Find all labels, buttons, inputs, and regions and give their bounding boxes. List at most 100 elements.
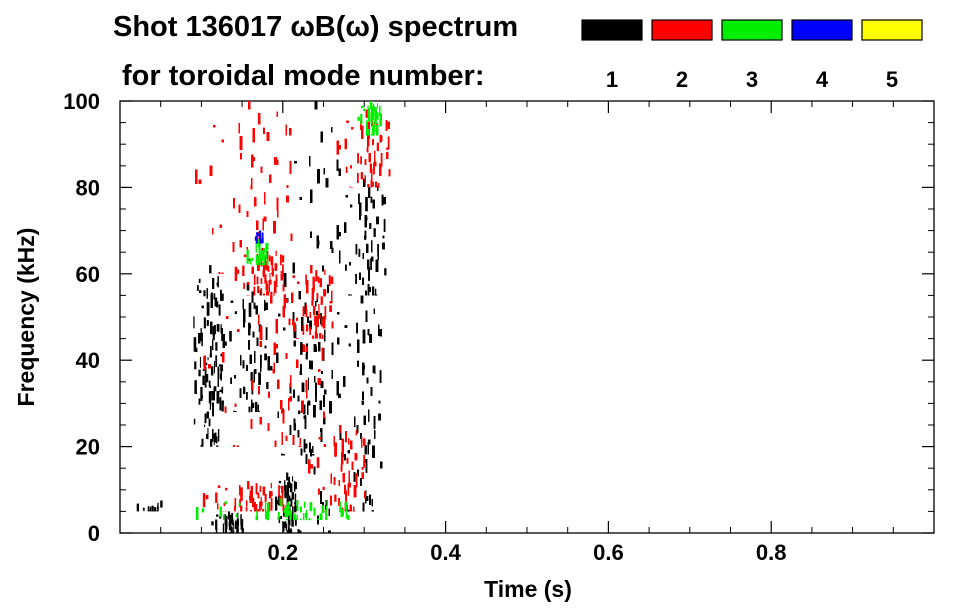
spectrum-mark-mode-2 <box>285 298 288 303</box>
spectrum-mark-mode-1 <box>363 365 365 370</box>
spectrum-mark-mode-2 <box>259 326 263 340</box>
spectrum-mark-mode-2 <box>281 432 283 445</box>
spectrum-mark-mode-2 <box>265 280 268 290</box>
spectrum-mark-mode-1 <box>350 204 353 208</box>
spectrum-mark-mode-1 <box>214 325 216 335</box>
legend-swatch-3 <box>721 19 783 41</box>
spectrum-mark-mode-2 <box>277 208 279 218</box>
spectrum-mark-mode-1 <box>243 321 245 328</box>
spectrum-mark-mode-1 <box>198 278 201 283</box>
spectrum-mark-mode-2 <box>374 150 376 163</box>
spectrum-mark-mode-1 <box>153 507 157 512</box>
spectrum-mark-mode-1 <box>293 418 296 425</box>
spectrum-mark-mode-1 <box>320 131 323 143</box>
spectrum-mark-mode-1 <box>246 392 248 400</box>
spectrum-mark-mode-2 <box>271 268 274 277</box>
spectrum-mark-mode-1 <box>288 518 290 532</box>
spectrum-mark-mode-2 <box>375 181 378 188</box>
spectrum-mark-mode-1 <box>142 507 145 511</box>
spectrum-mark-mode-2 <box>240 153 242 160</box>
spectrum-mark-mode-1 <box>149 506 152 512</box>
spectrum-mark-mode-2 <box>306 280 309 294</box>
spectrum-mark-mode-1 <box>337 338 340 344</box>
spectrum-mark-mode-2 <box>318 369 321 372</box>
spectrum-mark-mode-1 <box>377 244 379 257</box>
spectrum-mark-mode-2 <box>278 485 280 497</box>
spectrum-mark-mode-2 <box>224 406 227 413</box>
spectrum-mark-mode-1 <box>375 288 377 296</box>
spectrum-mark-mode-2 <box>253 274 256 285</box>
spectrum-mark-mode-1 <box>373 308 375 314</box>
spectrum-mark-mode-1 <box>361 400 364 405</box>
spectrum-mark-mode-1 <box>276 352 279 363</box>
spectrum-mark-mode-1 <box>378 414 381 420</box>
spectrum-mark-mode-1 <box>371 510 374 512</box>
spectrum-mark-mode-2 <box>251 154 254 168</box>
spectrum-mark-mode-1 <box>211 521 214 526</box>
spectrum-mark-mode-2 <box>317 276 320 283</box>
spectrum-mark-mode-1 <box>310 360 313 370</box>
spectrum-mark-mode-2 <box>318 314 321 319</box>
spectrum-mark-mode-2 <box>293 322 296 332</box>
spectrum-mark-mode-1 <box>304 415 307 429</box>
spectrum-mark-mode-1 <box>194 347 198 352</box>
spectrum-mark-mode-1 <box>283 273 287 287</box>
spectrum-mark-mode-1 <box>242 528 244 533</box>
spectrum-mark-mode-2 <box>378 183 380 188</box>
spectrum-mark-mode-2 <box>292 435 295 445</box>
spectrum-mark-mode-2 <box>268 280 270 292</box>
spectrum-mark-mode-2 <box>324 306 327 319</box>
spectrum-mark-mode-1 <box>210 321 213 335</box>
spectrum-mark-mode-1 <box>304 302 307 314</box>
spectrum-mark-mode-1 <box>209 353 212 358</box>
spectrum-mark-mode-1 <box>221 293 224 301</box>
legend-label-1: 1 <box>606 67 618 92</box>
spectrum-mark-mode-2 <box>297 281 300 284</box>
spectrum-mark-mode-2 <box>233 198 235 209</box>
spectrum-mark-mode-1 <box>250 372 253 382</box>
spectrum-mark-mode-1 <box>365 216 368 221</box>
spectrum-mark-mode-2 <box>329 301 332 304</box>
spectrum-mark-mode-2 <box>367 184 370 188</box>
spectrum-mark-mode-1 <box>308 377 309 390</box>
spectrum-mark-mode-1 <box>216 301 219 308</box>
spectrum-mark-mode-1 <box>217 429 220 442</box>
spectrum-mark-mode-1 <box>363 178 366 187</box>
spectrum-mark-mode-2 <box>275 274 278 287</box>
spectrum-mark-mode-1 <box>298 410 301 414</box>
spectrum-mark-mode-1 <box>349 294 352 296</box>
spectrum-mark-mode-1 <box>331 247 334 253</box>
spectrum-mark-mode-2 <box>239 499 241 508</box>
spectrum-mark-mode-1 <box>207 428 209 440</box>
spectrum-mark-mode-1 <box>234 520 237 529</box>
spectrum-mark-mode-1 <box>283 506 285 517</box>
spectrum-mark-mode-1 <box>292 493 294 498</box>
spectrum-mark-mode-1 <box>203 290 206 297</box>
spectrum-mark-mode-1 <box>317 169 320 184</box>
spectrum-mark-mode-2 <box>274 157 277 165</box>
spectrum-mark-mode-2 <box>264 494 267 503</box>
spectrum-mark-mode-1 <box>320 428 322 432</box>
spectrum-mark-mode-2 <box>370 179 372 188</box>
spectrum-mark-mode-1 <box>365 290 367 296</box>
spectrum-mark-mode-2 <box>266 260 269 271</box>
spectrum-mark-mode-1 <box>252 331 255 338</box>
spectrum-mark-mode-1 <box>290 498 293 507</box>
spectrum-mark-mode-1 <box>157 505 159 512</box>
spectrum-mark-mode-1 <box>251 399 253 412</box>
spectrum-mark-mode-1 <box>243 386 246 394</box>
spectrum-mark-mode-1 <box>339 250 341 264</box>
spectrum-mark-mode-2 <box>270 291 273 296</box>
spectrum-mark-mode-2 <box>328 275 331 286</box>
spectrum-mark-mode-1 <box>366 377 369 384</box>
spectrum-mark-mode-2 <box>226 316 229 319</box>
spectrum-mark-mode-1 <box>294 493 297 507</box>
spectrum-mark-mode-1 <box>286 472 289 481</box>
spectrum-mark-mode-1 <box>201 332 203 347</box>
spectrum-mark-mode-1 <box>199 290 202 293</box>
chart-title-line-1: Shot 136017 ωB(ω) spectrum <box>113 11 518 43</box>
spectrum-mark-mode-1 <box>338 168 341 176</box>
spectrum-mark-mode-1 <box>214 297 218 307</box>
spectrum-mark-mode-1 <box>307 316 309 323</box>
spectrum-mark-mode-2 <box>311 300 314 305</box>
